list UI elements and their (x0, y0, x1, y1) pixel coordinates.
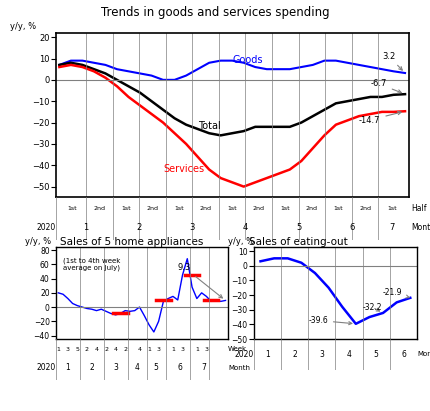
Text: 2nd: 2nd (306, 206, 318, 210)
Text: 2020: 2020 (234, 350, 254, 359)
Text: 6: 6 (401, 350, 406, 359)
Text: 4: 4 (347, 350, 351, 359)
Text: 3: 3 (204, 347, 209, 352)
Text: 1st: 1st (334, 206, 344, 210)
Text: 1st: 1st (174, 206, 184, 210)
Text: Month: Month (411, 223, 430, 232)
Text: 1st: 1st (121, 206, 131, 210)
Text: 2nd: 2nd (200, 206, 212, 210)
Text: 2020: 2020 (37, 363, 56, 372)
Text: Trends in goods and services spending: Trends in goods and services spending (101, 7, 329, 19)
Text: y/y, %: y/y, % (25, 237, 51, 246)
Text: 2nd: 2nd (253, 206, 265, 210)
Text: Month: Month (417, 351, 430, 358)
Text: 5: 5 (296, 223, 301, 232)
Text: 6: 6 (349, 223, 355, 232)
Text: 3: 3 (113, 363, 118, 372)
Text: 2020: 2020 (37, 223, 56, 232)
Text: Services: Services (163, 164, 204, 174)
Text: 5: 5 (374, 350, 379, 359)
Text: Week: Week (228, 346, 247, 352)
Text: 3: 3 (181, 347, 184, 352)
Text: 2: 2 (136, 223, 142, 232)
Text: 2: 2 (123, 347, 127, 352)
Text: 7: 7 (389, 223, 394, 232)
Text: 4: 4 (135, 363, 140, 372)
Text: 4: 4 (138, 347, 141, 352)
Text: 3: 3 (319, 350, 324, 359)
Text: 1st: 1st (68, 206, 77, 210)
Text: 1: 1 (147, 347, 151, 352)
Text: -14.7: -14.7 (359, 111, 401, 125)
Text: 4: 4 (95, 347, 98, 352)
Text: 2: 2 (89, 363, 94, 372)
Text: 5: 5 (75, 347, 80, 352)
Text: 2nd: 2nd (359, 206, 371, 210)
Text: 1: 1 (65, 363, 70, 372)
Text: 3: 3 (157, 347, 161, 352)
Text: Half: Half (411, 203, 426, 212)
Text: 1st: 1st (387, 206, 396, 210)
Text: 1: 1 (195, 347, 199, 352)
Text: 7: 7 (202, 363, 206, 372)
Text: Goods: Goods (232, 55, 263, 65)
Text: -39.6: -39.6 (308, 316, 352, 325)
Text: 1: 1 (56, 347, 60, 352)
Text: (1st to 4th week
average on July): (1st to 4th week average on July) (63, 257, 120, 271)
Text: -21.9: -21.9 (383, 288, 409, 298)
Text: 6: 6 (178, 363, 183, 372)
Text: 4: 4 (114, 347, 118, 352)
Text: 1: 1 (265, 350, 270, 359)
Text: 1st: 1st (227, 206, 237, 210)
Text: Sales of 5 home appliances: Sales of 5 home appliances (60, 237, 203, 247)
Text: Sales of eating-out: Sales of eating-out (249, 237, 348, 247)
Text: 1: 1 (171, 347, 175, 352)
Text: 1: 1 (83, 223, 89, 232)
Text: y/y, %: y/y, % (227, 237, 254, 246)
Text: 2: 2 (104, 347, 108, 352)
Text: 1st: 1st (280, 206, 290, 210)
Text: -6.7: -6.7 (371, 79, 401, 93)
Text: y/y, %: y/y, % (10, 22, 36, 31)
Text: Total: Total (198, 121, 221, 131)
Text: 4: 4 (243, 223, 248, 232)
Text: 2nd: 2nd (147, 206, 158, 210)
Text: Month: Month (228, 365, 250, 371)
Text: 3.2: 3.2 (382, 51, 402, 70)
Text: 9.3: 9.3 (178, 263, 222, 298)
Text: 5: 5 (154, 363, 159, 372)
Text: 2: 2 (292, 350, 297, 359)
Text: 2nd: 2nd (93, 206, 105, 210)
Text: 2: 2 (85, 347, 89, 352)
Text: 3: 3 (190, 223, 195, 232)
Text: 3: 3 (66, 347, 70, 352)
Text: -32.2: -32.2 (362, 303, 382, 312)
